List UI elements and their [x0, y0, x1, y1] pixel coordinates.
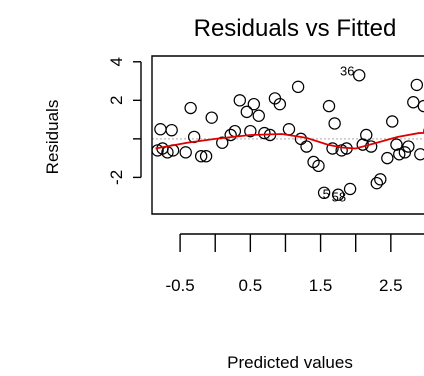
x-axis-label: Predicted values [227, 353, 353, 372]
data-point [370, 176, 383, 190]
data-point [328, 117, 341, 130]
data-point [393, 148, 406, 161]
data-point [194, 149, 208, 163]
data-point [317, 186, 331, 200]
y-tick-label: 2 [107, 96, 126, 105]
x-tick-label: 1.5 [309, 276, 333, 295]
data-point [179, 146, 192, 159]
data-point [154, 123, 167, 136]
point-label: 36 [340, 63, 354, 78]
data-point [300, 140, 313, 153]
data-point [360, 128, 373, 142]
data-point [331, 188, 345, 201]
point-label: 5 [323, 187, 330, 202]
data-point [322, 99, 336, 113]
data-point [165, 123, 178, 137]
x-tick-label: 0.5 [239, 276, 263, 295]
y-axis: -2 2 4 [107, 57, 142, 185]
y-axis-label: Residuals [43, 100, 62, 175]
data-point [258, 126, 271, 140]
data-point [216, 136, 229, 149]
data-point [240, 105, 254, 119]
plot-frame [151, 55, 424, 215]
data-point [273, 97, 287, 111]
data-point [224, 128, 237, 142]
data-point [205, 111, 218, 124]
data-point [244, 124, 257, 138]
data-point [417, 99, 424, 113]
data-point [291, 80, 305, 94]
data-point [402, 140, 415, 153]
data-point [307, 155, 320, 169]
data-point [390, 138, 403, 151]
data-point [343, 182, 357, 196]
data-point [381, 151, 394, 165]
data-point [282, 123, 296, 136]
x-tick-label: -0.5 [165, 276, 194, 295]
data-point [199, 149, 213, 163]
data-point [233, 94, 247, 107]
data-point [353, 69, 366, 82]
data-point [410, 78, 424, 92]
points-layer [151, 69, 424, 201]
smooth-line [155, 131, 424, 150]
x-axis: -0.5 0.5 1.5 2.5 [165, 233, 424, 295]
data-point [407, 96, 420, 109]
data-point [252, 109, 265, 122]
x-tick-label: 2.5 [379, 276, 403, 295]
data-point [312, 159, 325, 173]
point-labels-layer: 36 5 58 [323, 63, 355, 204]
data-point [184, 101, 197, 115]
data-point [374, 173, 387, 186]
y-tick-label: -2 [107, 170, 126, 185]
data-point [386, 115, 399, 128]
point-label: 58 [332, 190, 346, 205]
data-point [247, 97, 261, 111]
data-point [326, 142, 339, 155]
y-tick-label: 4 [107, 57, 126, 66]
data-point [414, 148, 424, 161]
chart-title: Residuals vs Fitted [194, 15, 397, 42]
